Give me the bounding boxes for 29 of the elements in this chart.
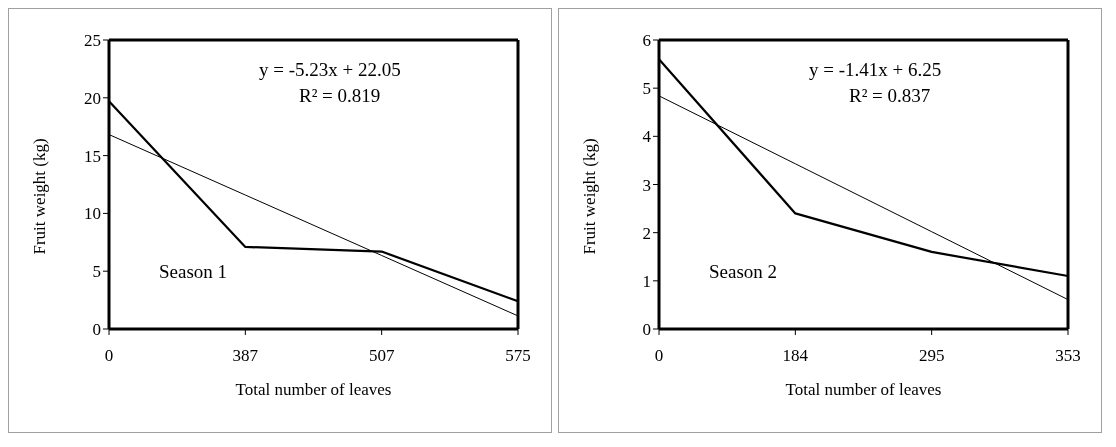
x-tick-label: 295 <box>918 346 945 366</box>
annotation: R² = 0.837 <box>849 85 931 107</box>
annotation: Season 1 <box>159 261 228 283</box>
y-axis-title: Fruit weight (kg) <box>30 138 50 255</box>
y-tick-label: 25 <box>84 31 101 51</box>
x-axis-title: Total number of leaves <box>235 380 392 399</box>
y-tick-label: 6 <box>642 31 651 51</box>
annotation: R² = 0.819 <box>299 85 381 107</box>
x-tick-label: 507 <box>368 346 395 366</box>
annotation: y = -1.41x + 6.25 <box>809 59 942 81</box>
annotation: Season 2 <box>709 261 778 283</box>
y-tick-label: 15 <box>84 146 101 166</box>
x-tick-label: 353 <box>1055 346 1081 366</box>
y-tick-label: 3 <box>642 175 651 195</box>
y-tick-label: 2 <box>642 223 651 243</box>
x-tick-label: 575 <box>505 346 531 366</box>
y-axis-title: Fruit weight (kg) <box>580 138 600 255</box>
y-tick-label: 10 <box>84 204 101 224</box>
y-tick-label: 5 <box>642 79 651 99</box>
y-tick-label: 0 <box>92 320 101 340</box>
y-tick-label: 20 <box>84 88 101 108</box>
x-tick-label: 184 <box>782 346 809 366</box>
y-tick-label: 1 <box>642 271 651 291</box>
annotation: y = -5.23x + 22.05 <box>259 59 401 81</box>
x-tick-label: 387 <box>232 346 259 366</box>
y-tick-label: 0 <box>642 320 651 340</box>
y-tick-label: 4 <box>642 127 652 147</box>
y-tick-label: 5 <box>92 262 101 282</box>
x-axis-title: Total number of leaves <box>785 380 942 399</box>
